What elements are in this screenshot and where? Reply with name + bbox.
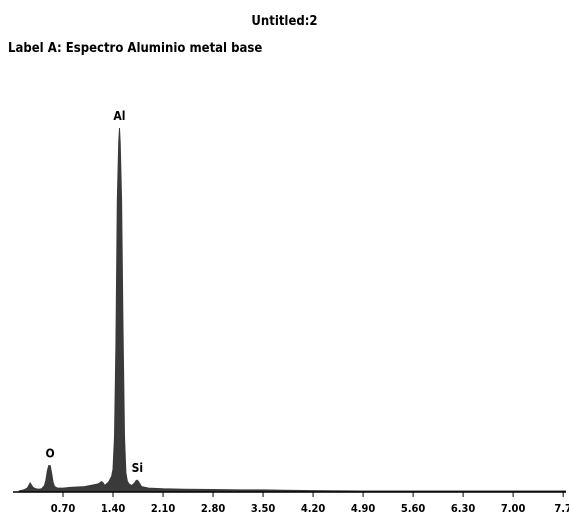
x-tick-label-6: 4.90 (351, 502, 376, 515)
peak-label-al: Al (113, 109, 125, 123)
plot-area: 0.70 1.40 2.10 2.80 3.50 4.20 4.90 5.60 6.30 7.00… (13, 109, 569, 515)
x-tick-label-4: 3.50 (251, 502, 276, 515)
chart-title: Untitled:2 (251, 14, 318, 29)
spectrum-series-0 (18, 127, 566, 492)
peak-label-o: O (46, 447, 55, 461)
x-tick-label-10: 7.7 (554, 502, 569, 515)
peak-label-si: Si (132, 461, 143, 475)
x-tick-label-5: 4.20 (301, 502, 326, 515)
x-tick-label-3: 2.80 (201, 502, 226, 515)
x-tick-label-2: 2.10 (151, 502, 176, 515)
spectrum-label: Label A: Espectro Aluminio metal base (8, 41, 263, 56)
x-tick-label-1: 1.40 (101, 502, 126, 515)
x-tick-label-7: 5.60 (401, 502, 426, 515)
x-tick-label-9: 7.00 (501, 502, 526, 515)
x-tick-label-8: 6.30 (451, 502, 476, 515)
x-tick-label-0: 0.70 (51, 502, 76, 515)
